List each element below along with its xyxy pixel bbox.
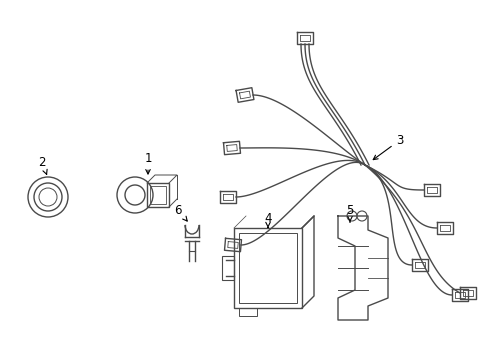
Text: 3: 3 xyxy=(373,134,404,159)
Bar xyxy=(239,308,257,316)
Text: 5: 5 xyxy=(346,203,354,222)
Bar xyxy=(150,186,166,204)
Bar xyxy=(222,256,234,280)
Text: 4: 4 xyxy=(264,211,272,228)
Text: 6: 6 xyxy=(174,203,187,221)
Bar xyxy=(234,228,302,308)
Bar xyxy=(147,183,169,207)
Text: 2: 2 xyxy=(38,156,47,174)
Text: 1: 1 xyxy=(144,152,152,174)
Bar xyxy=(239,233,297,303)
